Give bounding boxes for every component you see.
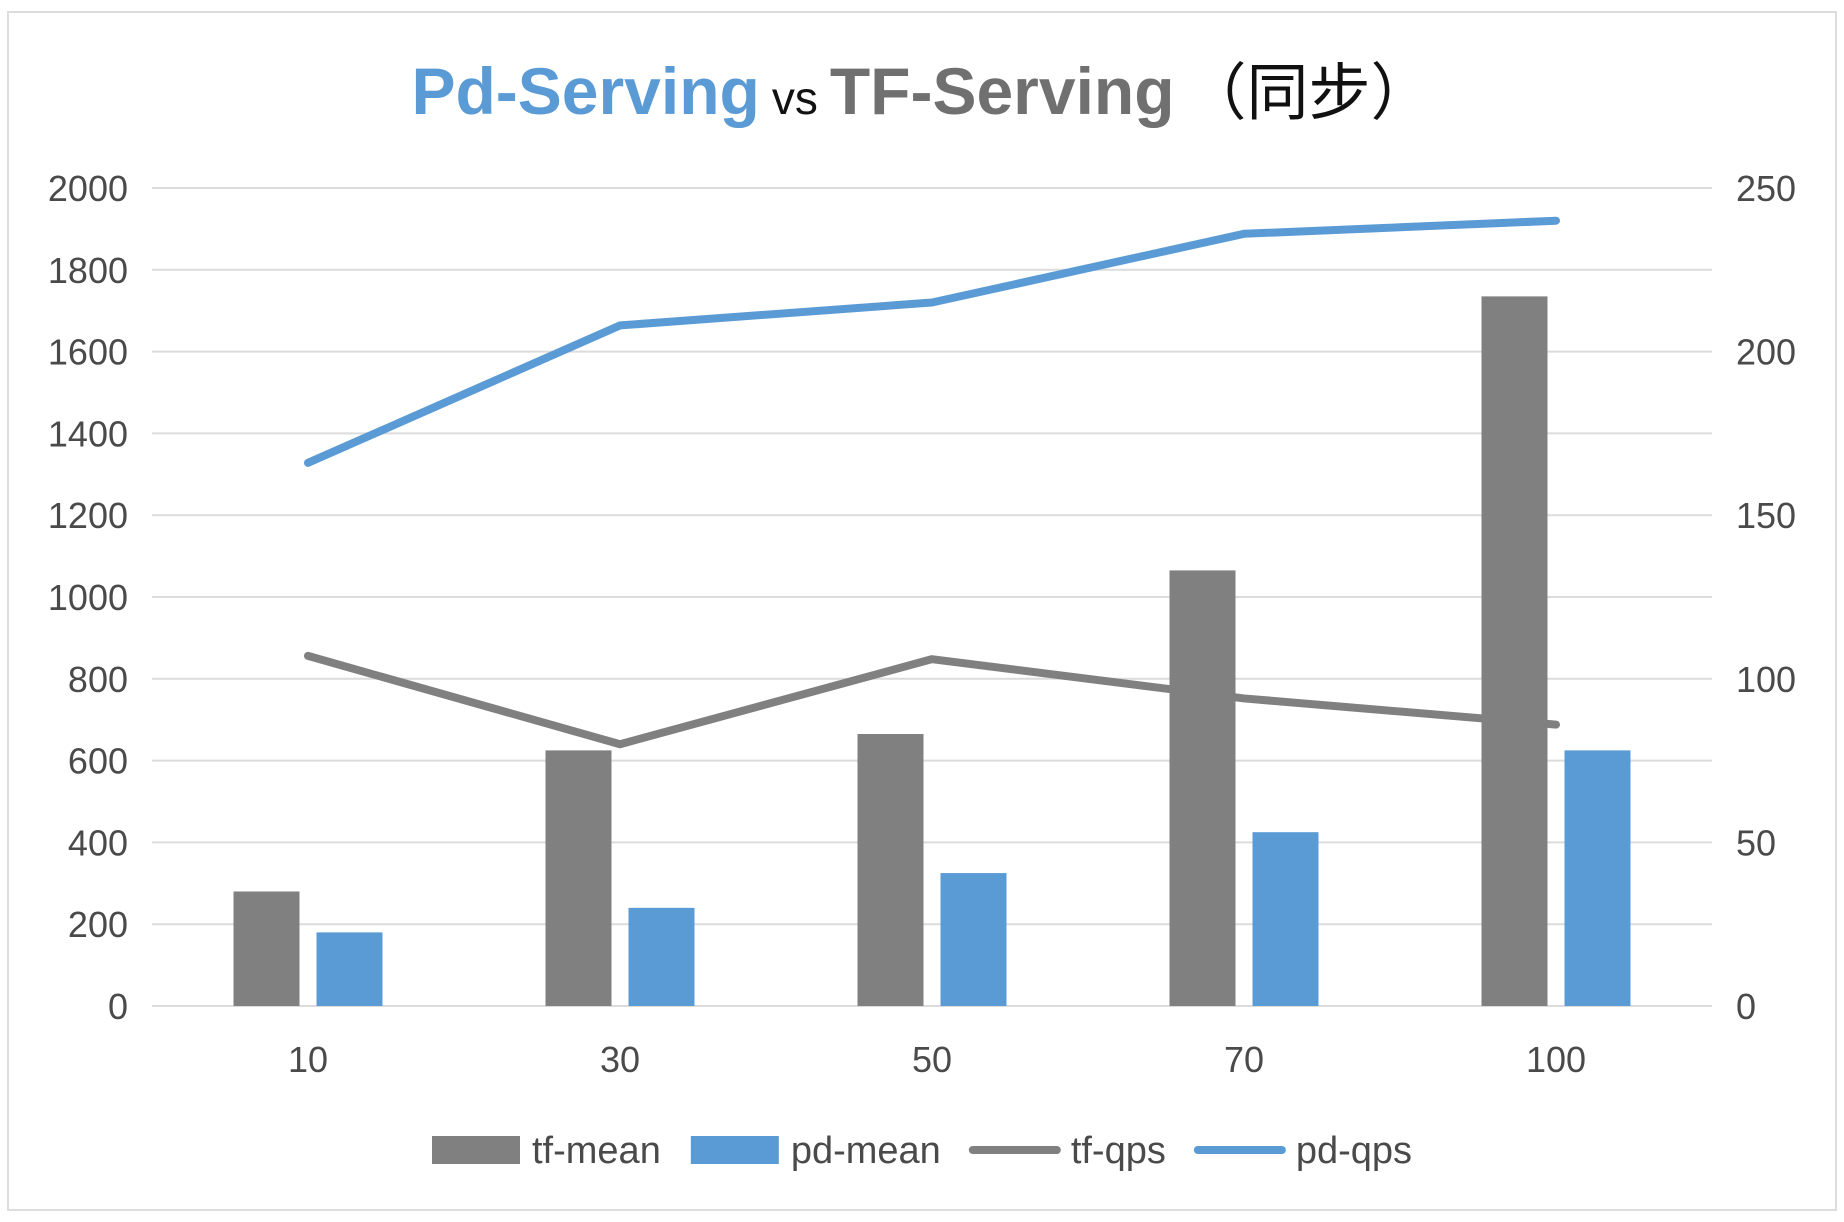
right-tick-label: 100 — [1736, 659, 1796, 700]
legend-swatch — [690, 1136, 779, 1164]
right-tick-label: 150 — [1736, 495, 1796, 536]
left-tick-label: 1200 — [48, 495, 128, 536]
title-vs: vs — [771, 72, 818, 124]
bar-tf-mean — [857, 734, 924, 1006]
bar-tf-mean — [1481, 296, 1548, 1006]
legend-item-tf-mean: tf-mean — [432, 1130, 661, 1172]
legend-label: pd-mean — [791, 1130, 941, 1172]
right-y-axis: 0 50 100 150 200 250 — [1736, 168, 1796, 1027]
legend-swatch — [432, 1136, 520, 1164]
right-tick-label: 200 — [1736, 332, 1796, 373]
legend-item-tf-qps: tf-qps — [968, 1130, 1166, 1172]
left-tick-label: 1600 — [48, 332, 128, 373]
lines — [304, 216, 1560, 749]
right-tick-label: 50 — [1736, 822, 1776, 863]
legend-item-pd-mean: pd-mean — [690, 1130, 941, 1172]
x-tick-label: 30 — [600, 1039, 640, 1080]
line-tf-qps — [304, 651, 1560, 749]
legend-label: tf-qps — [1071, 1130, 1166, 1172]
bar-tf-mean — [1169, 570, 1236, 1006]
x-tick-label: 50 — [912, 1039, 952, 1080]
bars — [233, 296, 1631, 1006]
line-pd-qps — [304, 216, 1560, 467]
left-tick-label: 400 — [68, 822, 128, 863]
x-tick-label: 10 — [288, 1039, 328, 1080]
x-tick-label: 70 — [1224, 1039, 1264, 1080]
bar-tf-mean — [545, 750, 612, 1006]
left-tick-label: 2000 — [48, 168, 128, 209]
legend: tf-mean pd-mean tf-qps pd-qps — [432, 1130, 1412, 1172]
left-tick-label: 600 — [68, 741, 128, 782]
x-tick-label: 100 — [1526, 1039, 1586, 1080]
bar-pd-mean — [316, 932, 383, 1006]
title-sync: （同步） — [1184, 56, 1433, 129]
title-tf-serving: TF-Serving — [829, 54, 1175, 128]
left-tick-label: 0 — [108, 986, 128, 1027]
left-tick-label: 800 — [68, 659, 128, 700]
left-tick-label: 1000 — [48, 577, 128, 618]
bar-pd-mean — [1252, 832, 1319, 1006]
bar-pd-mean — [940, 873, 1007, 1006]
right-tick-label: 0 — [1736, 986, 1756, 1027]
right-tick-label: 250 — [1736, 168, 1796, 209]
bar-pd-mean — [628, 907, 695, 1006]
legend-label: tf-mean — [532, 1130, 661, 1172]
chart-title: Pd-Serving vs TF-Serving （同步） — [0, 42, 1844, 132]
left-tick-label: 200 — [68, 904, 128, 945]
legend-label: pd-qps — [1296, 1130, 1412, 1172]
bar-pd-mean — [1564, 750, 1631, 1006]
left-tick-label: 1800 — [48, 250, 128, 291]
x-axis: 10 30 50 70 100 — [288, 1039, 1586, 1080]
left-tick-label: 1400 — [48, 413, 128, 454]
gridlines — [152, 187, 1712, 1007]
legend-item-pd-qps: pd-qps — [1193, 1130, 1412, 1172]
left-y-axis: 0 200 400 600 800 1000 1200 1400 1600 1800 2000 — [48, 168, 128, 1027]
title-pd-serving: Pd-Serving — [411, 54, 760, 128]
bar-tf-mean — [233, 891, 300, 1006]
